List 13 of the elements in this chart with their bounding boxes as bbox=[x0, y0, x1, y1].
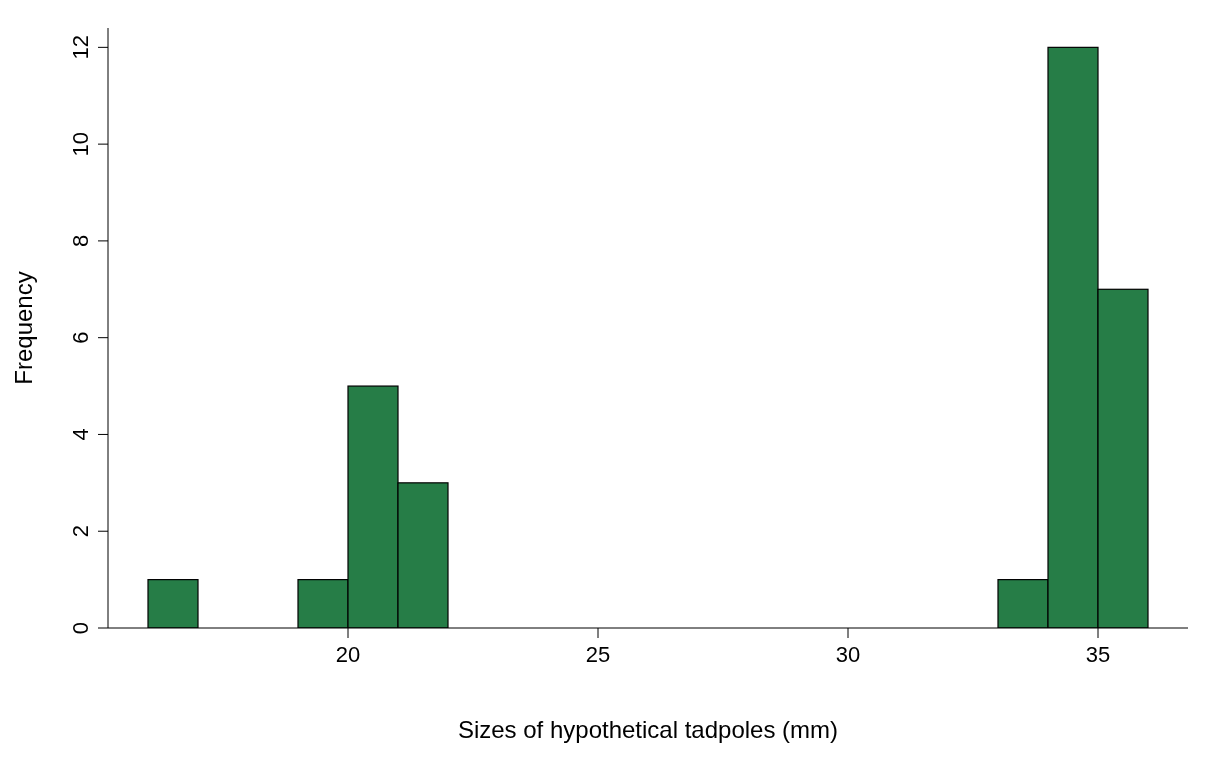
y-tick-label: 4 bbox=[68, 428, 93, 441]
x-tick-label: 35 bbox=[1085, 641, 1111, 667]
y-tick-label: 2 bbox=[68, 525, 93, 538]
x-tick-label: 20 bbox=[335, 641, 361, 667]
y-tick-label: 8 bbox=[68, 234, 93, 248]
y-tick-label: 10 bbox=[68, 131, 93, 157]
y-tick-label: 12 bbox=[68, 35, 93, 60]
y-axis-title: Frequency bbox=[9, 271, 37, 385]
y-tick-label: 0 bbox=[68, 621, 93, 635]
x-axis-title: Sizes of hypothetical tadpoles (mm) bbox=[457, 716, 839, 743]
y-tick-label: 6 bbox=[68, 331, 93, 344]
x-tick-label: 25 bbox=[585, 641, 611, 667]
x-tick-label: 30 bbox=[835, 641, 861, 667]
